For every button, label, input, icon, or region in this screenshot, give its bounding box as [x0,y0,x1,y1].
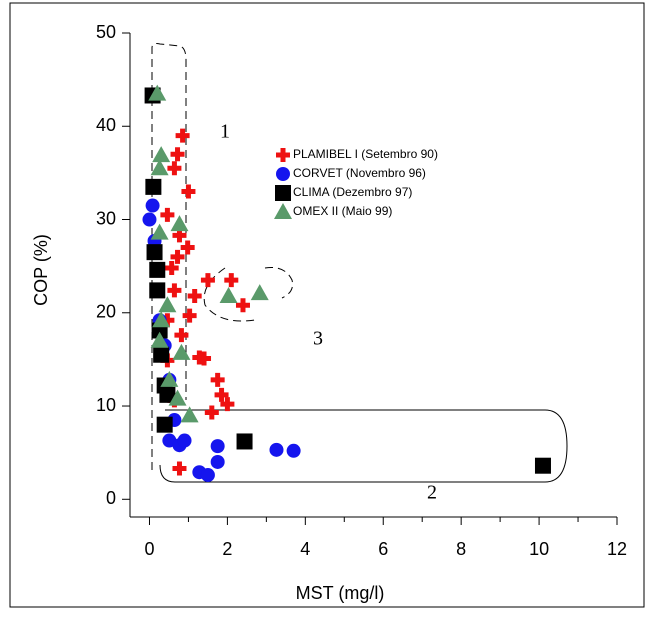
square-marker [149,261,166,278]
square-marker [156,416,173,433]
square-marker [145,178,162,195]
plus-marker [214,387,229,402]
circle-marker [200,468,215,483]
triangle-marker [150,159,169,176]
region-1 [151,43,187,470]
x-axis-title: MST (mg/l) [296,583,385,603]
annotation: 1 [220,121,230,143]
legend-marker [274,203,292,219]
y-tick-label: 50 [96,22,116,42]
circle-marker [269,442,284,457]
y-tick-label: 40 [96,115,116,135]
plus-marker [174,328,189,343]
plus-marker [187,288,202,303]
plus-marker [175,128,190,143]
plus-marker [172,228,187,243]
y-tick-label: 30 [96,208,116,228]
plus-marker [180,240,195,255]
y-tick-label: 10 [96,395,116,415]
legend: PLAMIBEL I (Setembro 90) CORVET (Novembro… [274,147,438,219]
plus-marker [160,313,175,328]
plus-marker [167,283,182,298]
triangle-marker [150,331,169,348]
circle-marker [142,212,157,227]
triangle-marker [152,146,171,163]
y-axis-title: COP (%) [31,234,51,306]
square-marker [159,386,176,403]
plus-marker [160,207,175,222]
plus-marker [200,273,215,288]
x-tick-label: 8 [456,539,466,559]
circle-marker [145,198,160,213]
triangle-marker [219,286,238,303]
region-2 [159,409,568,483]
y-tick-label: 20 [96,302,116,322]
square-marker [146,244,163,261]
circle-marker [210,454,225,469]
legend-marker [275,185,291,201]
legend-label: CORVET (Novembro 96) [293,166,426,180]
legend-label: CLIMA (Dezembro 97) [293,185,412,199]
legend-marker [276,167,290,181]
plus-marker [181,184,196,199]
x-tick-label: 12 [607,539,627,559]
region-3 [203,267,293,322]
circle-marker [210,439,225,454]
plus-marker [172,461,187,476]
frame [9,2,645,608]
square-marker [534,457,551,474]
plus-marker [210,372,225,387]
triangle-marker [152,311,171,328]
x-tick-label: 2 [222,539,232,559]
square-marker [153,346,170,363]
plus-marker [164,261,179,276]
plus-marker [170,249,185,264]
plus-marker [220,397,235,412]
triangle-marker [168,389,187,406]
plus-marker [182,308,197,323]
plus-marker [170,147,185,162]
plus-marker [197,351,212,366]
legend-label: PLAMIBEL I (Setembro 90) [293,147,438,161]
square-marker [149,282,166,299]
plus-marker [167,161,182,176]
triangle-marker [180,406,199,423]
x-tick-label: 4 [300,539,310,559]
annotation: 3 [313,328,323,350]
plus-marker [204,405,219,420]
square-marker [236,433,253,450]
series [148,84,269,423]
x-tick-label: 0 [144,539,154,559]
triangle-marker [170,215,189,232]
x-tick-label: 10 [529,539,549,559]
series [142,198,301,483]
plus-marker [224,273,239,288]
triangle-marker [150,223,169,240]
triangle-marker [250,284,269,301]
x-tick-label: 6 [378,539,388,559]
annotation: 2 [427,482,437,504]
plus-marker [235,298,250,313]
triangle-marker [158,296,177,313]
legend-label: OMEX II (Maio 99) [293,204,392,218]
triangle-marker [148,84,167,101]
y-tick-label: 0 [106,488,116,508]
triangle-marker [172,343,191,360]
circle-marker [177,433,192,448]
legend-marker [276,148,290,162]
triangle-marker [160,370,179,387]
circle-marker [286,443,301,458]
